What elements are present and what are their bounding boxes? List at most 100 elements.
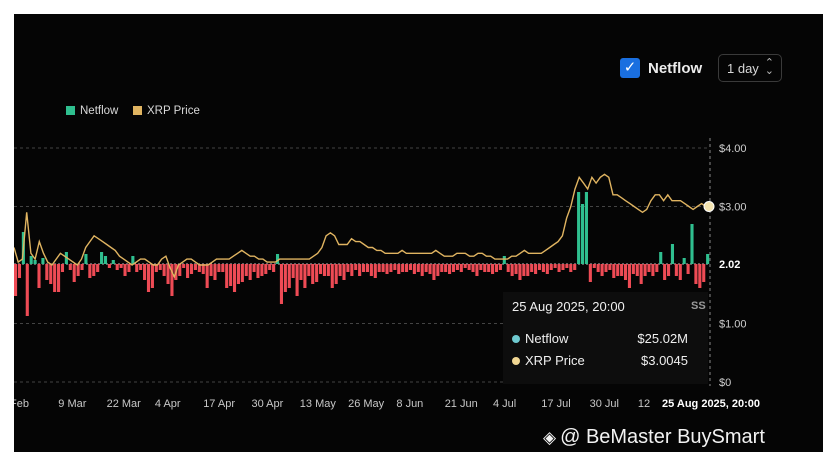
legend-item-netflow: Netflow bbox=[66, 105, 118, 117]
price-tick-label: $4.00 bbox=[719, 143, 747, 155]
netflow-bar bbox=[29, 256, 33, 264]
netflow-bar bbox=[385, 264, 389, 274]
netflow-bar bbox=[287, 264, 291, 288]
x-tick-label: 21 Jun bbox=[445, 398, 478, 410]
x-tick-label: 12 bbox=[638, 398, 650, 410]
netflow-bar bbox=[225, 264, 229, 288]
netflow-bar bbox=[330, 264, 334, 288]
legend-swatch-netflow bbox=[66, 106, 75, 115]
netflow-bar bbox=[365, 264, 370, 272]
tooltip-title: 25 Aug 2025, 20:00 bbox=[512, 299, 625, 314]
tooltip-row-xrp-price: XRP Price bbox=[512, 353, 585, 368]
netflow-bar bbox=[592, 264, 596, 268]
netflow-bar bbox=[307, 264, 311, 276]
netflow-bar bbox=[189, 264, 194, 274]
netflow-checkbox[interactable]: ✓ bbox=[620, 58, 640, 78]
netflow-bar bbox=[588, 264, 592, 282]
tooltip-label-netflow: Netflow bbox=[525, 331, 569, 346]
netflow-bar bbox=[690, 224, 694, 264]
netflow-bar bbox=[639, 264, 643, 284]
netflow-bar bbox=[420, 264, 424, 276]
x-tick-label: 8 Jun bbox=[396, 398, 423, 410]
netflow-bar bbox=[127, 264, 131, 272]
netflow-bar bbox=[584, 192, 588, 264]
netflow-bar bbox=[268, 264, 272, 270]
x-tick-label: 4 Jul bbox=[493, 398, 516, 410]
netflow-bar bbox=[150, 264, 154, 288]
netflow-bar bbox=[244, 264, 248, 276]
netflow-bar bbox=[14, 264, 18, 296]
netflow-bar bbox=[506, 264, 510, 272]
netflow-bar bbox=[96, 264, 100, 272]
netflow-bar bbox=[553, 264, 557, 268]
netflow-bar bbox=[68, 264, 72, 270]
netflow-bar bbox=[526, 264, 530, 276]
netflow-bar bbox=[322, 264, 327, 276]
netflow-bar bbox=[549, 264, 553, 270]
netflow-bar bbox=[565, 264, 569, 268]
netflow-bar bbox=[272, 264, 276, 272]
netflow-bar bbox=[377, 264, 381, 272]
netflow-bar bbox=[232, 264, 237, 292]
netflow-bar bbox=[115, 264, 119, 270]
netflow-bar bbox=[158, 264, 162, 270]
netflow-bar bbox=[651, 264, 655, 276]
netflow-bar bbox=[362, 264, 366, 272]
netflow-bar bbox=[213, 264, 217, 280]
netflow-bar bbox=[326, 264, 330, 276]
chart-tooltip: 25 Aug 2025, 20:00 Netflow $25.02M XRP P… bbox=[503, 292, 708, 384]
netflow-bar bbox=[397, 264, 401, 274]
legend-swatch-xrp-price bbox=[133, 106, 142, 115]
netflow-bar bbox=[616, 264, 620, 276]
netflow-bar bbox=[623, 264, 628, 280]
price-hover-marker bbox=[703, 201, 715, 212]
tooltip-dot-netflow bbox=[512, 335, 520, 343]
netflow-bar bbox=[60, 264, 65, 272]
netflow-bar bbox=[620, 264, 624, 276]
price-tick-label: $1.00 bbox=[719, 319, 747, 331]
netflow-bar bbox=[283, 264, 287, 292]
legend-item-xrp-price: XRP Price bbox=[133, 105, 200, 117]
netflow-bar bbox=[162, 264, 166, 276]
netflow-bar bbox=[428, 264, 432, 274]
netflow-bar bbox=[143, 264, 147, 280]
netflow-bar bbox=[655, 264, 659, 272]
legend-label-xrp-price: XRP Price bbox=[147, 105, 200, 117]
netflow-bar bbox=[252, 264, 256, 272]
netflow-bar bbox=[100, 252, 104, 264]
netflow-bar bbox=[510, 264, 514, 276]
netflow-bar bbox=[318, 264, 323, 274]
netflow-bar bbox=[408, 264, 413, 270]
netflow-bar bbox=[197, 264, 201, 272]
netflow-bar bbox=[84, 254, 88, 264]
netflow-bar bbox=[88, 264, 92, 278]
netflow-bar bbox=[541, 264, 545, 272]
netflow-bar bbox=[37, 264, 41, 288]
tooltip-row-netflow: Netflow bbox=[512, 331, 568, 346]
watermark-text: @ BeMaster BuySmart bbox=[560, 426, 765, 448]
interval-select[interactable]: 1 day ⌃ ⌄ bbox=[718, 54, 782, 82]
netflow-bar bbox=[405, 264, 409, 272]
netflow-bar bbox=[545, 264, 549, 274]
netflow-bar bbox=[33, 260, 37, 264]
netflow-bar bbox=[401, 264, 405, 272]
x-tick-label: 30 Jul bbox=[590, 398, 619, 410]
netflow-bar bbox=[663, 264, 667, 280]
netflow-bar bbox=[338, 264, 342, 276]
netflow-bar bbox=[459, 264, 463, 272]
netflow-bar bbox=[45, 264, 49, 280]
netflow-bar bbox=[608, 264, 612, 270]
netflow-bar bbox=[209, 264, 213, 276]
netflow-bar bbox=[471, 264, 475, 272]
tooltip-value-netflow: $25.02M bbox=[637, 331, 688, 346]
netflow-bar bbox=[76, 264, 80, 276]
price-line-layer bbox=[14, 138, 715, 386]
netflow-bar bbox=[240, 264, 244, 282]
netflow-bar bbox=[444, 264, 448, 272]
netflow-bar bbox=[92, 264, 96, 276]
netflow-bar bbox=[53, 264, 57, 292]
netflow-bar bbox=[483, 264, 487, 272]
netflow-checkbox-label[interactable]: Netflow bbox=[648, 60, 703, 77]
netflow-bar bbox=[315, 264, 319, 282]
netflow-bar bbox=[600, 264, 604, 276]
